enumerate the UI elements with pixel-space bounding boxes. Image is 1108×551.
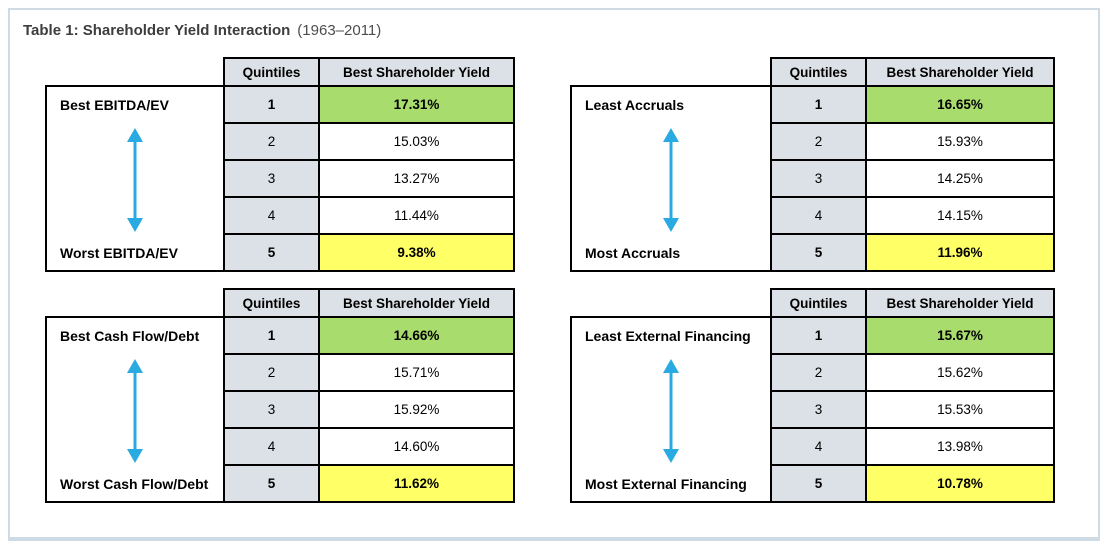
quadrant-external-financing: Least External Financing Most External F…: [570, 288, 1082, 503]
quintile-cell: 3: [772, 161, 865, 196]
quintiles-column-header: Quintiles: [772, 290, 865, 316]
quintile-cell: 4: [225, 429, 318, 464]
yield-value-cell: 10.78%: [867, 466, 1053, 501]
quintile-cell: 3: [225, 161, 318, 196]
yield-value-cell: 13.98%: [867, 429, 1053, 464]
category-bottom-label: Most Accruals: [585, 244, 681, 261]
yield-value-cell: 13.27%: [320, 161, 513, 196]
category-bottom-label: Worst Cash Flow/Debt: [60, 475, 209, 492]
quintile-cell: 1: [772, 87, 865, 122]
category-bottom-label: Most External Financing: [585, 475, 747, 492]
yield-value-cell: 11.44%: [320, 198, 513, 233]
yield-value-cell: 14.60%: [320, 429, 513, 464]
yield-value-cell: 14.15%: [867, 198, 1053, 233]
yield-value-cell: 15.67%: [867, 318, 1053, 353]
quintile-cell: 2: [772, 124, 865, 159]
quintile-cell: 5: [225, 235, 318, 270]
quadrant-accruals: Least Accruals Most Accruals Quintiles B…: [570, 57, 1082, 272]
bidirectional-arrow-icon: [127, 359, 143, 463]
yield-value-cell: 15.62%: [867, 355, 1053, 390]
yield-value-cell: 15.03%: [320, 124, 513, 159]
category-label-box: Least Accruals Most Accruals: [570, 85, 770, 272]
quintile-cell: 2: [225, 355, 318, 390]
yield-column-header: Best Shareholder Yield: [867, 59, 1053, 85]
figure-title-text: Table 1: Shareholder Yield Interaction: [23, 22, 291, 39]
yield-table: Quintiles Best Shareholder Yield 1 15.67…: [770, 288, 1055, 503]
quintiles-column-header: Quintiles: [225, 290, 318, 316]
quintiles-column-header: Quintiles: [772, 59, 865, 85]
quintile-cell: 3: [772, 392, 865, 427]
quintile-cell: 4: [772, 429, 865, 464]
quintile-cell: 5: [225, 466, 318, 501]
quintile-cell: 5: [772, 235, 865, 270]
yield-value-cell: 15.53%: [867, 392, 1053, 427]
yield-value-cell: 16.65%: [867, 87, 1053, 122]
yield-column-header: Best Shareholder Yield: [320, 59, 513, 85]
figure-title: Table 1: Shareholder Yield Interaction (1…: [23, 22, 381, 39]
quintile-cell: 4: [225, 198, 318, 233]
yield-table: Quintiles Best Shareholder Yield 1 17.31…: [223, 57, 515, 272]
quadrant-ebitda-ev: Best EBITDA/EV Worst EBITDA/EV Quintiles…: [45, 57, 557, 272]
bidirectional-arrow-icon: [663, 359, 679, 463]
category-label-box: Best Cash Flow/Debt Worst Cash Flow/Debt: [45, 316, 223, 503]
quintile-cell: 1: [772, 318, 865, 353]
quintile-cell: 2: [225, 124, 318, 159]
category-top-label: Least External Financing: [585, 327, 751, 344]
yield-value-cell: 14.25%: [867, 161, 1053, 196]
quintile-cell: 4: [772, 198, 865, 233]
yield-value-cell: 17.31%: [320, 87, 513, 122]
yield-column-header: Best Shareholder Yield: [320, 290, 513, 316]
yield-value-cell: 14.66%: [320, 318, 513, 353]
bidirectional-arrow-icon: [127, 128, 143, 232]
yield-table: Quintiles Best Shareholder Yield 1 16.65…: [770, 57, 1055, 272]
yield-value-cell: 15.71%: [320, 355, 513, 390]
quintile-cell: 5: [772, 466, 865, 501]
quintiles-column-header: Quintiles: [225, 59, 318, 85]
yield-value-cell: 11.96%: [867, 235, 1053, 270]
category-label-box: Best EBITDA/EV Worst EBITDA/EV: [45, 85, 223, 272]
quintile-cell: 3: [225, 392, 318, 427]
category-bottom-label: Worst EBITDA/EV: [60, 244, 178, 261]
bidirectional-arrow-icon: [663, 128, 679, 232]
yield-value-cell: 9.38%: [320, 235, 513, 270]
category-top-label: Best EBITDA/EV: [60, 96, 169, 113]
quintile-cell: 1: [225, 318, 318, 353]
quadrant-cash-flow-debt: Best Cash Flow/Debt Worst Cash Flow/Debt…: [45, 288, 557, 503]
yield-table: Quintiles Best Shareholder Yield 1 14.66…: [223, 288, 515, 503]
yield-value-cell: 11.62%: [320, 466, 513, 501]
quintile-cell: 2: [772, 355, 865, 390]
yield-value-cell: 15.93%: [867, 124, 1053, 159]
yield-value-cell: 15.92%: [320, 392, 513, 427]
yield-column-header: Best Shareholder Yield: [867, 290, 1053, 316]
category-top-label: Least Accruals: [585, 96, 685, 113]
quintile-cell: 1: [225, 87, 318, 122]
figure-title-period: (1963–2011): [297, 22, 382, 39]
category-label-box: Least External Financing Most External F…: [570, 316, 770, 503]
category-top-label: Best Cash Flow/Debt: [60, 327, 200, 344]
